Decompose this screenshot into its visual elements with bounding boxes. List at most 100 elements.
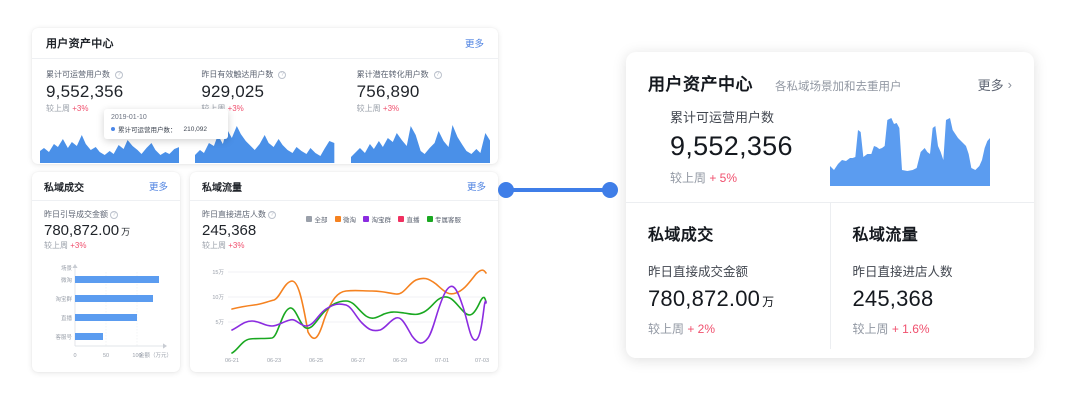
legend-item-live[interactable]: 直播 xyxy=(398,214,420,224)
metric-label-row: 累计潜在转化用户数 ? xyxy=(357,69,498,80)
connector-knob-right xyxy=(602,182,618,198)
metric-value: 245,368 xyxy=(202,222,257,239)
tooltip-series-row: 累计可运营用户数： 210,092 xyxy=(111,124,221,134)
mobile-kpi-delta: 较上周 + 5% xyxy=(670,169,820,186)
metric-label: 昨日引导成交金额 xyxy=(44,210,108,219)
info-icon[interactable]: ? xyxy=(268,210,276,219)
metric-delta-prefix: 较上周 xyxy=(201,104,227,113)
legend-item-all[interactable]: 全部 xyxy=(306,214,328,224)
mobile-more-link[interactable]: 更多 › xyxy=(978,75,1012,94)
line-series-taobao-group xyxy=(231,285,487,344)
metric-cumulative-users: 累计可运营用户数 ? 9,552,356 较上周 +3% xyxy=(32,69,187,163)
metric-delta: 较上周 +3% xyxy=(44,240,168,251)
line-series-dedicated-service xyxy=(231,296,487,354)
legend-swatch xyxy=(363,216,369,222)
more-link[interactable]: 更多 xyxy=(148,182,168,193)
bar-chart-svg: 场景 微淘 淘宝群 直播 客服号 0 xyxy=(55,264,172,359)
card-body: 昨日直接进店人数 ? 245,368 较上周 +3% xyxy=(190,201,498,251)
line-x-tick: 06-25 xyxy=(309,358,323,364)
legend-swatch xyxy=(426,216,433,222)
metric-delta-value: +3% xyxy=(70,241,87,250)
mobile-kpi-row: 累计可运营用户数 9,552,356 较上周 + 5% xyxy=(648,95,1012,186)
mobile-column-deal: 私域成交 昨日直接成交金额 780,872.00 万 较上周 + 2% xyxy=(626,203,830,349)
sparkline-potential-users xyxy=(350,121,490,163)
chart-tooltip: 2019-01-10 累计可运营用户数： 210,092 xyxy=(104,109,228,139)
mobile-column-delta: 较上周 + 1.6% xyxy=(853,320,1013,337)
mobile-column-label: 昨日直接成交金额 xyxy=(648,265,749,279)
bar-x-tick: 100 xyxy=(132,353,141,359)
metric-label: 累计潜在转化用户数 xyxy=(356,70,429,79)
info-icon[interactable]: ? xyxy=(115,70,123,79)
divider xyxy=(626,202,1034,203)
sparkline-area-path xyxy=(195,126,335,163)
mobile-kpi-delta-value: + 5% xyxy=(709,171,738,185)
page-title: 用户资产中心 xyxy=(46,38,114,50)
metric-value-number: 780,872.00 xyxy=(44,222,120,239)
sparkline-area-path xyxy=(350,125,490,163)
legend-swatch xyxy=(398,216,404,222)
metric-label-row: 昨日直接进店人数 ? xyxy=(202,209,486,220)
sparkline-area-path xyxy=(830,118,990,186)
bar-chart-ylabel: 场景 xyxy=(61,264,73,272)
metric-delta-value: +3% xyxy=(72,104,89,113)
mobile-column-traffic: 私域流量 昨日直接进店人数 245,368 较上周 + 1.6% xyxy=(829,203,1035,349)
metric-value-unit: 万 xyxy=(121,227,131,237)
mobile-sparkline-cumulative-users xyxy=(830,108,990,186)
card-title: 私域成交 xyxy=(44,182,84,194)
tooltip-date: 2019-01-10 xyxy=(111,114,147,121)
bar-x-tick: 50 xyxy=(103,353,109,359)
more-link[interactable]: 更多 xyxy=(466,182,486,193)
legend-item-taobao-group[interactable]: 淘宝群 xyxy=(363,214,391,224)
metrics-row: 累计可运营用户数 ? 9,552,356 较上周 +3% 昨日有效触达用户数 ?… xyxy=(32,59,498,163)
bar-chart-deal-by-scene: 场景 微淘 淘宝群 直播 客服号 0 xyxy=(36,258,176,368)
line-x-tick: 07-01 xyxy=(435,358,449,364)
mobile-user-asset-card: 用户资产中心 各私域场景加和去重用户 更多 › 累计可运营用户数 9,552,3… xyxy=(626,52,1034,358)
mobile-column-delta-prefix: 较上周 xyxy=(648,322,688,336)
bar-x-tick: 0 xyxy=(73,353,76,359)
mobile-kpi: 累计可运营用户数 9,552,356 较上周 + 5% xyxy=(670,107,820,186)
card-header: 私域成交 更多 xyxy=(32,172,180,201)
mobile-kpi-value: 9,552,356 xyxy=(670,131,793,161)
mobile-column-delta-prefix: 较上周 xyxy=(852,322,892,336)
y-axis-arrow-icon xyxy=(72,264,78,268)
mobile-column-value: 245,368 xyxy=(853,286,1013,312)
legend-label: 专属客服 xyxy=(435,217,461,224)
info-icon[interactable]: ? xyxy=(278,70,287,79)
connector-indicator xyxy=(498,182,618,198)
more-link[interactable]: 更多 xyxy=(464,39,484,50)
line-chart-svg: 15万 10万 5万 06-21 06-23 06-25 06-27 06-29… xyxy=(212,269,489,364)
mobile-columns: 私域成交 昨日直接成交金额 780,872.00 万 较上周 + 2% 私域流量 … xyxy=(626,203,1034,349)
sparkline-cumulative-users xyxy=(40,121,180,163)
card-header: 用户资产中心 更多 xyxy=(32,28,498,59)
card-title: 私域流量 xyxy=(202,182,242,194)
tooltip-series-label: 累计可运营用户数： xyxy=(118,127,177,134)
mobile-kpi-delta-prefix: 较上周 xyxy=(670,171,710,185)
mobile-column-label: 昨日直接进店人数 xyxy=(852,265,953,279)
mobile-column-value: 780,872.00 万 xyxy=(648,286,808,312)
metric-delta-prefix: 较上周 xyxy=(44,241,71,250)
private-domain-deal-card: 私域成交 更多 昨日引导成交金额 ? 780,872.00 万 较上周 +3% 场… xyxy=(32,172,180,372)
legend-item-weitao[interactable]: 微淘 xyxy=(334,214,356,224)
metric-value: 756,890 xyxy=(356,82,420,101)
sparkline-svg xyxy=(195,126,335,163)
info-icon[interactable]: ? xyxy=(433,70,442,79)
metric-label-row: 昨日引导成交金额 ? xyxy=(44,209,168,220)
x-axis-arrow-icon xyxy=(163,343,167,349)
line-x-tick: 07-03 xyxy=(475,358,489,364)
bar-chart-xlabel: 金额（万元） xyxy=(139,351,172,359)
metric-potential-users: 累计潜在转化用户数 ? 756,890 较上周 +3% xyxy=(343,69,498,163)
tooltip-series-dot xyxy=(111,127,115,131)
tooltip-series-value: 210,092 xyxy=(183,125,208,133)
line-y-tick: 15万 xyxy=(212,269,224,276)
metric-delta: 较上周 +3% xyxy=(46,103,187,114)
card-body: 昨日引导成交金额 ? 780,872.00 万 较上周 +3% xyxy=(32,201,180,251)
info-icon[interactable]: ? xyxy=(110,210,118,219)
user-asset-center-card: 用户资产中心 更多 累计可运营用户数 ? 9,552,356 较上周 +3% xyxy=(32,28,498,164)
line-series-weitao xyxy=(231,269,487,340)
legend-label: 直播 xyxy=(406,217,420,224)
sparkline-area-path xyxy=(40,135,180,163)
legend-item-dedicated-service[interactable]: 专属客服 xyxy=(426,214,461,224)
line-x-tick: 06-27 xyxy=(351,358,365,364)
line-x-tick: 06-21 xyxy=(225,358,239,364)
